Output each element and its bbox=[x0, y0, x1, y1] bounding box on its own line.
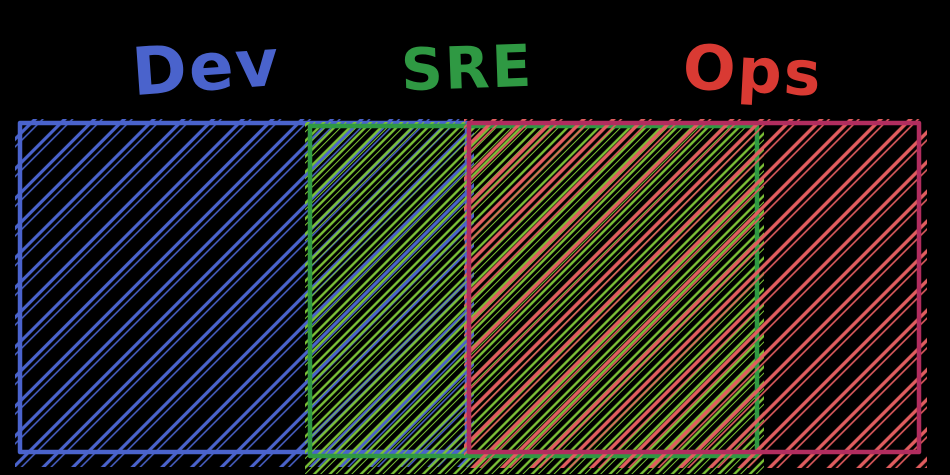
ops-hatch-fill bbox=[464, 119, 927, 468]
ops-set bbox=[464, 119, 927, 468]
dev-label: Dev bbox=[129, 24, 283, 111]
sre-label: SRE bbox=[400, 32, 534, 105]
ops-label: Ops bbox=[681, 30, 825, 110]
ops-rect-border bbox=[466, 120, 922, 455]
